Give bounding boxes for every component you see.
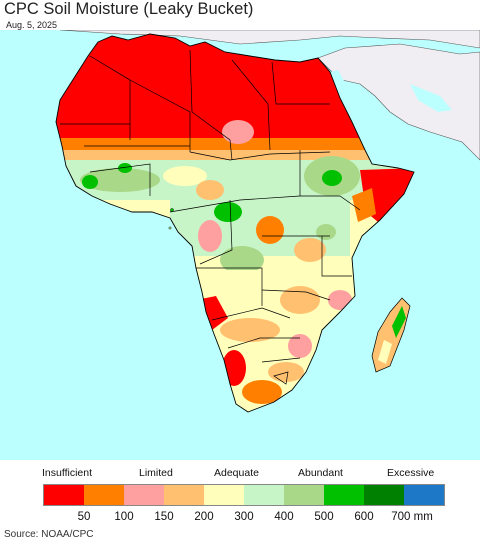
legend-tick: 300 bbox=[234, 511, 254, 523]
legend-category-limited: Limited bbox=[139, 467, 173, 479]
legend-category-excessive: Excessive bbox=[387, 467, 435, 479]
legend-category-abundant: Abundant bbox=[298, 467, 343, 479]
legend-tick: 100 bbox=[114, 511, 134, 523]
legend-swatch bbox=[204, 485, 244, 505]
legend-swatch bbox=[404, 485, 444, 505]
legend-category-adequate: Adequate bbox=[214, 467, 259, 479]
map-title: CPC Soil Moisture (Leaky Bucket) bbox=[4, 0, 254, 18]
legend-color-bar bbox=[43, 484, 445, 506]
legend-tick: 200 bbox=[194, 511, 214, 523]
persian-gulf bbox=[410, 84, 452, 112]
legend-swatch bbox=[284, 485, 324, 505]
red-sea bbox=[330, 70, 372, 152]
legend-tick: 600 bbox=[354, 511, 374, 523]
legend-category-insufficient: Insufficient bbox=[42, 467, 93, 479]
legend-tick: 50 bbox=[77, 511, 91, 523]
legend-swatch bbox=[44, 485, 84, 505]
legend-tick: 700 mm bbox=[391, 511, 433, 523]
legend-swatch bbox=[364, 485, 404, 505]
country-borders bbox=[60, 49, 361, 385]
legend-tick: 150 bbox=[154, 511, 174, 523]
source-credit: Source: NOAA/CPC bbox=[4, 529, 94, 540]
legend-swatch bbox=[84, 485, 124, 505]
middle-east-landmass bbox=[317, 43, 480, 161]
legend-swatch bbox=[324, 485, 364, 505]
legend-tick: 500 bbox=[314, 511, 334, 523]
legend-swatch bbox=[164, 485, 204, 505]
legend: Insufficient Limited Adequate Abundant E… bbox=[0, 460, 480, 528]
legend-swatch bbox=[244, 485, 284, 505]
soil-moisture-map bbox=[0, 30, 480, 460]
map-date: Aug. 5, 2025 bbox=[6, 20, 58, 30]
legend-tick: 400 bbox=[274, 511, 294, 523]
legend-swatch bbox=[124, 485, 164, 505]
